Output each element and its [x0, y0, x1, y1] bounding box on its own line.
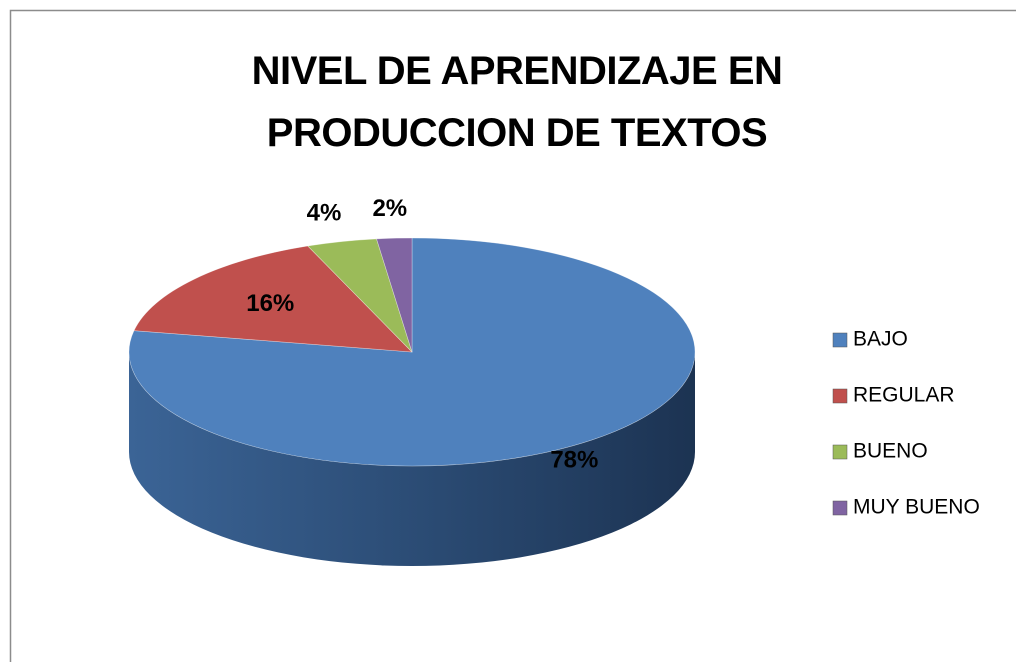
chart-title: NIVEL DE APRENDIZAJE EN PRODUCCION DE TE… — [251, 49, 783, 155]
slice — [133, 245, 413, 353]
slice-side — [129, 352, 695, 566]
slice — [376, 237, 413, 353]
data-label: 78% — [550, 446, 598, 473]
legend-swatch — [832, 500, 848, 516]
legend-label: REGULAR — [853, 384, 955, 407]
legend-label: MUY BUENO — [853, 496, 980, 519]
legend-label: BUENO — [853, 440, 928, 463]
data-label: 16% — [246, 290, 294, 317]
slice — [128, 237, 696, 467]
chart-border — [9, 9, 1016, 662]
legend-swatch — [832, 388, 848, 404]
data-label: 2% — [372, 195, 407, 222]
legend-swatch — [832, 332, 848, 348]
legend-label: BAJO — [853, 328, 908, 351]
data-label: 4% — [307, 199, 342, 226]
legend-swatch — [832, 444, 848, 460]
